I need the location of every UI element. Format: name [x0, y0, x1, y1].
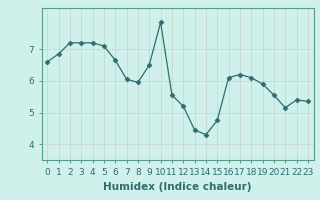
X-axis label: Humidex (Indice chaleur): Humidex (Indice chaleur): [103, 182, 252, 192]
